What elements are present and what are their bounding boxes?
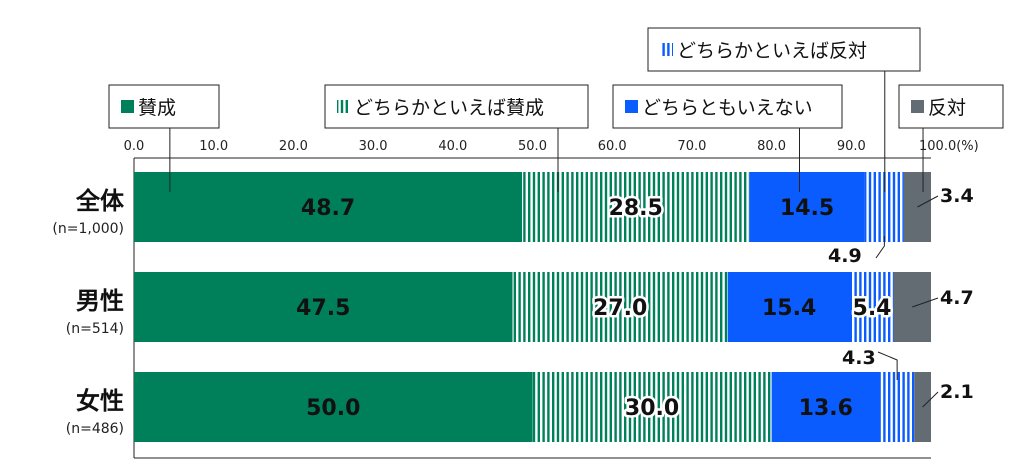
legend-swatch [911,100,924,113]
x-tick-label: 100.0(%) [919,139,979,154]
data-label: 2.1 [940,381,974,403]
data-label: 48.7 [301,196,355,221]
x-tick-label: 10.0 [199,139,228,154]
legend-label: どちらかといえば賛成 [354,97,544,119]
legend-label: 反対 [928,97,966,119]
data-label: 13.6 [799,396,853,421]
bar-segment [134,372,533,442]
data-label: 4.9 [828,245,862,267]
legend-box [647,27,921,72]
legend-swatch [121,100,134,113]
leader-line [917,195,939,208]
x-tick-label: 60.0 [598,139,627,154]
data-label: 4.7 [940,287,974,309]
legend-swatch [337,100,350,113]
legend-swatch [625,100,638,113]
x-tick-label: 90.0 [837,139,866,154]
x-tick-label: 40.0 [438,139,467,154]
legend-swatch [660,43,673,56]
bar-segment [134,172,523,242]
data-label: 5.4 [853,296,892,321]
bar-segment [522,172,750,242]
bar-segment [512,272,728,342]
x-tick-label: 30.0 [359,139,388,154]
category-label: 男性 [76,287,124,315]
x-tick-label: 80.0 [757,139,786,154]
category-sample-size: (n=486) [66,421,124,437]
data-label: 4.3 [842,347,876,369]
leader-line [922,391,939,408]
legend-box [324,84,589,129]
x-tick-label: 50.0 [518,139,547,154]
x-tick-label: 20.0 [279,139,308,154]
bar-segment [749,172,865,242]
bar-segment [879,372,915,442]
x-tick-label: 70.0 [677,139,706,154]
legend-box [612,84,843,129]
data-label: 50.0 [306,396,360,421]
category-label: 全体 [75,187,125,215]
data-label: 3.4 [940,185,974,207]
category-sample-size: (n=1,000) [52,221,124,237]
legend-label: どちらともいえない [642,97,813,119]
x-tick-label: 0.0 [124,139,145,154]
data-label: 14.5 [780,196,834,221]
data-label: 30.0 [625,396,679,421]
bar-segment [771,372,880,442]
category-label: 女性 [76,387,124,415]
legend-label: 賛成 [138,97,176,119]
legend-label: どちらかといえば反対 [677,40,867,62]
bar-segment [532,372,772,442]
bar-segment [727,272,851,342]
leader-line [875,236,885,259]
bar-segment [850,272,894,342]
data-label: 28.5 [609,196,663,221]
bar-segment [134,272,513,342]
category-sample-size: (n=514) [66,321,124,337]
leader-line [912,297,939,308]
data-label: 15.4 [762,296,816,321]
data-label: 27.0 [593,296,647,321]
data-label: 47.5 [296,296,350,321]
leader-line [877,351,898,380]
